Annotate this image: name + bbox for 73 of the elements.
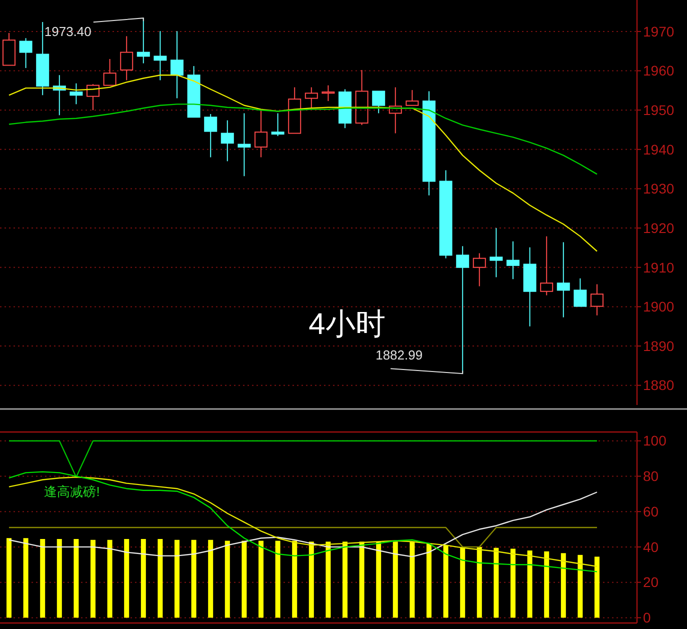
bar bbox=[292, 540, 298, 618]
candlestick bbox=[556, 242, 570, 318]
y-tick-label: 20 bbox=[643, 574, 659, 590]
bar bbox=[208, 540, 214, 618]
bar bbox=[578, 554, 583, 618]
candlestick bbox=[523, 246, 536, 327]
bar bbox=[544, 551, 550, 618]
bar bbox=[242, 540, 247, 618]
annotation: 逢高减磅! bbox=[44, 484, 100, 499]
y-tick-label: 40 bbox=[643, 538, 659, 555]
candlestick bbox=[439, 170, 452, 259]
y-tick-label: 60 bbox=[643, 503, 659, 520]
y-tick-label: 1910 bbox=[643, 259, 674, 276]
bar bbox=[56, 538, 62, 618]
bar bbox=[90, 540, 96, 618]
candlestick bbox=[506, 240, 520, 280]
candlestick bbox=[120, 36, 134, 81]
bar bbox=[124, 538, 130, 618]
y-tick-label: 1900 bbox=[643, 298, 674, 315]
bar bbox=[224, 540, 230, 618]
bar bbox=[140, 538, 146, 618]
candlestick bbox=[590, 284, 604, 316]
candlestick bbox=[422, 90, 436, 196]
bar bbox=[376, 542, 382, 618]
bar bbox=[191, 540, 196, 618]
bar bbox=[308, 542, 314, 618]
bar bbox=[494, 548, 499, 618]
bar bbox=[158, 538, 163, 618]
y-tick-label: 1930 bbox=[643, 180, 674, 197]
bar bbox=[392, 542, 398, 618]
candlestick bbox=[238, 112, 251, 177]
y-tick-label: 1890 bbox=[643, 338, 674, 354]
candlestick bbox=[490, 228, 503, 278]
candlestick bbox=[19, 38, 32, 69]
bar bbox=[594, 556, 600, 618]
y-tick-label: 1960 bbox=[643, 62, 674, 79]
bar bbox=[107, 540, 112, 618]
candlestick bbox=[472, 252, 486, 287]
annotation: 4小时 bbox=[308, 308, 386, 341]
bar bbox=[23, 538, 28, 618]
y-tick-label: 100 bbox=[643, 432, 667, 449]
bar bbox=[510, 548, 516, 618]
y-tick-label: 1880 bbox=[643, 377, 674, 394]
annotation: 1973.40 bbox=[44, 24, 92, 40]
bar bbox=[359, 542, 364, 618]
bar bbox=[426, 543, 432, 618]
bar bbox=[560, 553, 566, 618]
candlestick bbox=[388, 86, 402, 134]
bar bbox=[410, 542, 415, 618]
y-tick-label: 80 bbox=[643, 468, 659, 484]
bar bbox=[174, 540, 180, 618]
bar bbox=[527, 550, 532, 618]
y-tick-label: 1920 bbox=[643, 220, 674, 236]
bar bbox=[258, 540, 264, 618]
line-series bbox=[8, 104, 598, 175]
bar bbox=[275, 540, 280, 618]
candlestick bbox=[254, 110, 268, 158]
bar bbox=[74, 538, 79, 618]
y-tick-label: 1950 bbox=[643, 102, 674, 118]
annotation: 1882.99 bbox=[376, 348, 423, 363]
bar bbox=[6, 538, 12, 618]
bar bbox=[342, 542, 348, 618]
y-tick-label: 1970 bbox=[643, 23, 674, 40]
bar bbox=[40, 538, 46, 618]
bar bbox=[476, 546, 482, 618]
y-tick-label: 0 bbox=[643, 610, 651, 626]
candlestick bbox=[220, 120, 234, 162]
bar bbox=[443, 545, 448, 618]
bar bbox=[460, 546, 466, 618]
y-tick-label: 1940 bbox=[643, 141, 674, 158]
bar bbox=[326, 542, 331, 618]
candlestick bbox=[154, 30, 167, 81]
candlestick bbox=[170, 30, 184, 99]
